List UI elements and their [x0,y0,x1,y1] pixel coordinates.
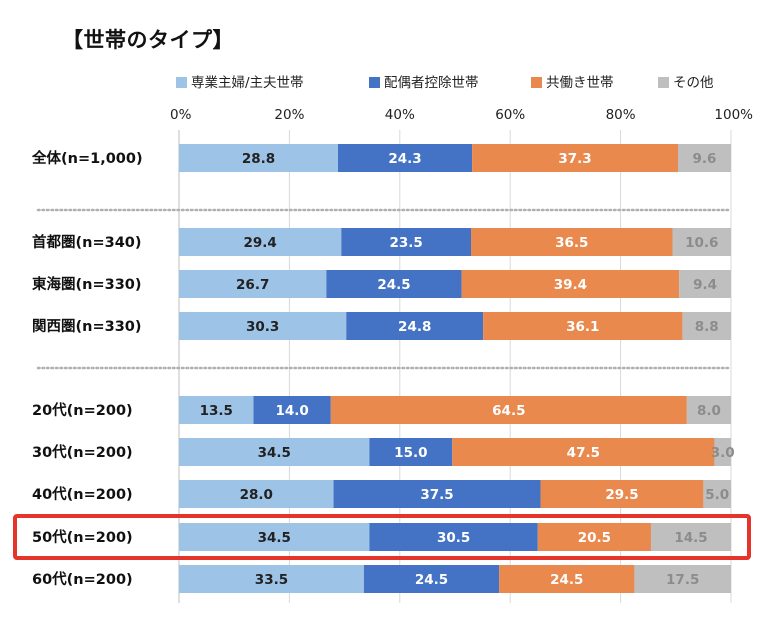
bar-segment-8-4 [650,523,731,551]
legend-label-1: 専業主婦/主夫世帯 [191,74,304,91]
data-label-7-1: 28.0 [240,487,273,503]
data-label-6-1: 34.5 [258,445,291,461]
bar-segment-7-2 [333,480,541,508]
legend-swatch-1 [176,77,187,88]
data-label-8-4: 14.5 [674,530,707,546]
legend-swatch-3 [531,77,542,88]
bar-segment-6-1 [179,438,370,466]
data-label-6-4: 3.0 [711,445,735,461]
bar-segment-2-2 [341,228,472,256]
bar-segment-5-1 [179,396,254,424]
data-label-5-2: 14.0 [276,403,309,419]
x-tick-label-2: 40% [385,107,415,123]
data-label-2-4: 10.6 [685,235,718,251]
bar-segment-3-3 [461,270,680,298]
bar-segment-9-2 [363,565,500,593]
category-label-9: 60代(n=200) [32,570,133,588]
bar-segment-3-1 [179,270,327,298]
bar-segment-3-4 [679,270,731,298]
legend-swatch-4 [658,77,669,88]
legend-label-4: その他 [673,75,714,91]
bar-segment-8-2 [369,523,538,551]
data-label-4-2: 24.8 [398,319,431,335]
bar-segment-7-3 [540,480,704,508]
bar-segment-5-4 [686,396,731,424]
data-label-4-1: 30.3 [246,319,279,335]
data-label-4-4: 8.8 [695,319,719,335]
bar-segment-1-1 [179,144,338,172]
chart-title: 【世帯のタイプ】 [62,28,234,52]
category-label-2: 首都圏(n=340) [32,233,142,251]
bar-segment-4-3 [483,312,683,340]
category-label-3: 東海圏(n=330) [32,275,142,293]
data-label-9-3: 24.5 [550,572,583,588]
data-label-1-4: 9.6 [693,151,717,167]
bar-segment-3-2 [326,270,462,298]
data-label-7-4: 5.0 [705,487,729,503]
bar-segment-5-2 [253,396,331,424]
data-label-9-2: 24.5 [415,572,448,588]
data-label-2-2: 23.5 [389,235,422,251]
bar-segment-2-4 [672,228,731,256]
bar-segment-2-3 [471,228,673,256]
legend-label-3: 共働き世帯 [546,75,614,91]
data-label-3-2: 24.5 [377,277,410,293]
data-label-8-3: 20.5 [578,530,611,546]
data-label-5-1: 13.5 [200,403,233,419]
category-label-6: 30代(n=200) [32,443,133,461]
data-label-1-3: 37.3 [558,151,591,167]
bar-segment-6-4 [714,438,731,466]
x-tick-label-3: 60% [495,107,525,123]
bar-segment-7-1 [179,480,334,508]
category-label-4: 関西圏(n=330) [32,318,142,335]
bar-segment-4-2 [346,312,484,340]
bar-segment-2-1 [179,228,342,256]
x-tick-label-0: 0% [170,107,192,123]
x-tick-label-5: 100% [714,107,753,123]
data-label-1-2: 24.3 [388,151,421,167]
bar-segment-8-1 [179,523,370,551]
bar-segment-6-3 [452,438,715,466]
bar-segment-5-3 [330,396,687,424]
data-label-3-1: 26.7 [236,277,269,293]
bar-segment-9-3 [499,565,635,593]
data-label-2-1: 29.4 [243,235,276,251]
bar-segment-4-4 [682,312,731,340]
data-label-7-3: 29.5 [605,487,638,503]
data-label-9-4: 17.5 [666,572,699,588]
bar-segment-8-3 [537,523,651,551]
data-label-5-4: 8.0 [697,403,721,419]
data-label-1-1: 28.8 [242,151,275,167]
bar-segment-6-2 [369,438,453,466]
data-label-8-2: 30.5 [437,530,470,546]
bar-segment-4-1 [179,312,347,340]
data-label-5-3: 64.5 [492,403,525,419]
data-label-4-3: 36.1 [566,319,599,335]
bar-segment-1-2 [337,144,473,172]
data-label-3-4: 9.4 [693,277,717,293]
data-label-7-2: 37.5 [420,487,453,503]
category-label-5: 20代(n=200) [32,401,133,419]
category-label-8: 50代(n=200) [32,528,133,546]
data-label-2-3: 36.5 [555,235,588,251]
category-label-7: 40代(n=200) [32,485,133,503]
bar-segment-1-3 [472,144,679,172]
legend-label-2: 配偶者控除世帯 [384,75,479,91]
data-label-6-3: 47.5 [567,445,600,461]
bar-segment-1-4 [678,144,731,172]
data-label-8-1: 34.5 [258,530,291,546]
legend-swatch-2 [369,77,380,88]
x-tick-label-4: 80% [606,107,636,123]
category-label-1: 全体(n=1,000) [31,149,143,167]
bar-segment-9-1 [179,565,364,593]
bar-segment-9-4 [634,565,731,593]
data-label-3-3: 39.4 [554,277,587,293]
highlight-box [13,514,751,560]
x-tick-label-1: 20% [274,107,304,123]
data-label-9-1: 33.5 [255,572,288,588]
data-label-6-2: 15.0 [394,445,427,461]
bar-segment-7-4 [703,480,731,508]
